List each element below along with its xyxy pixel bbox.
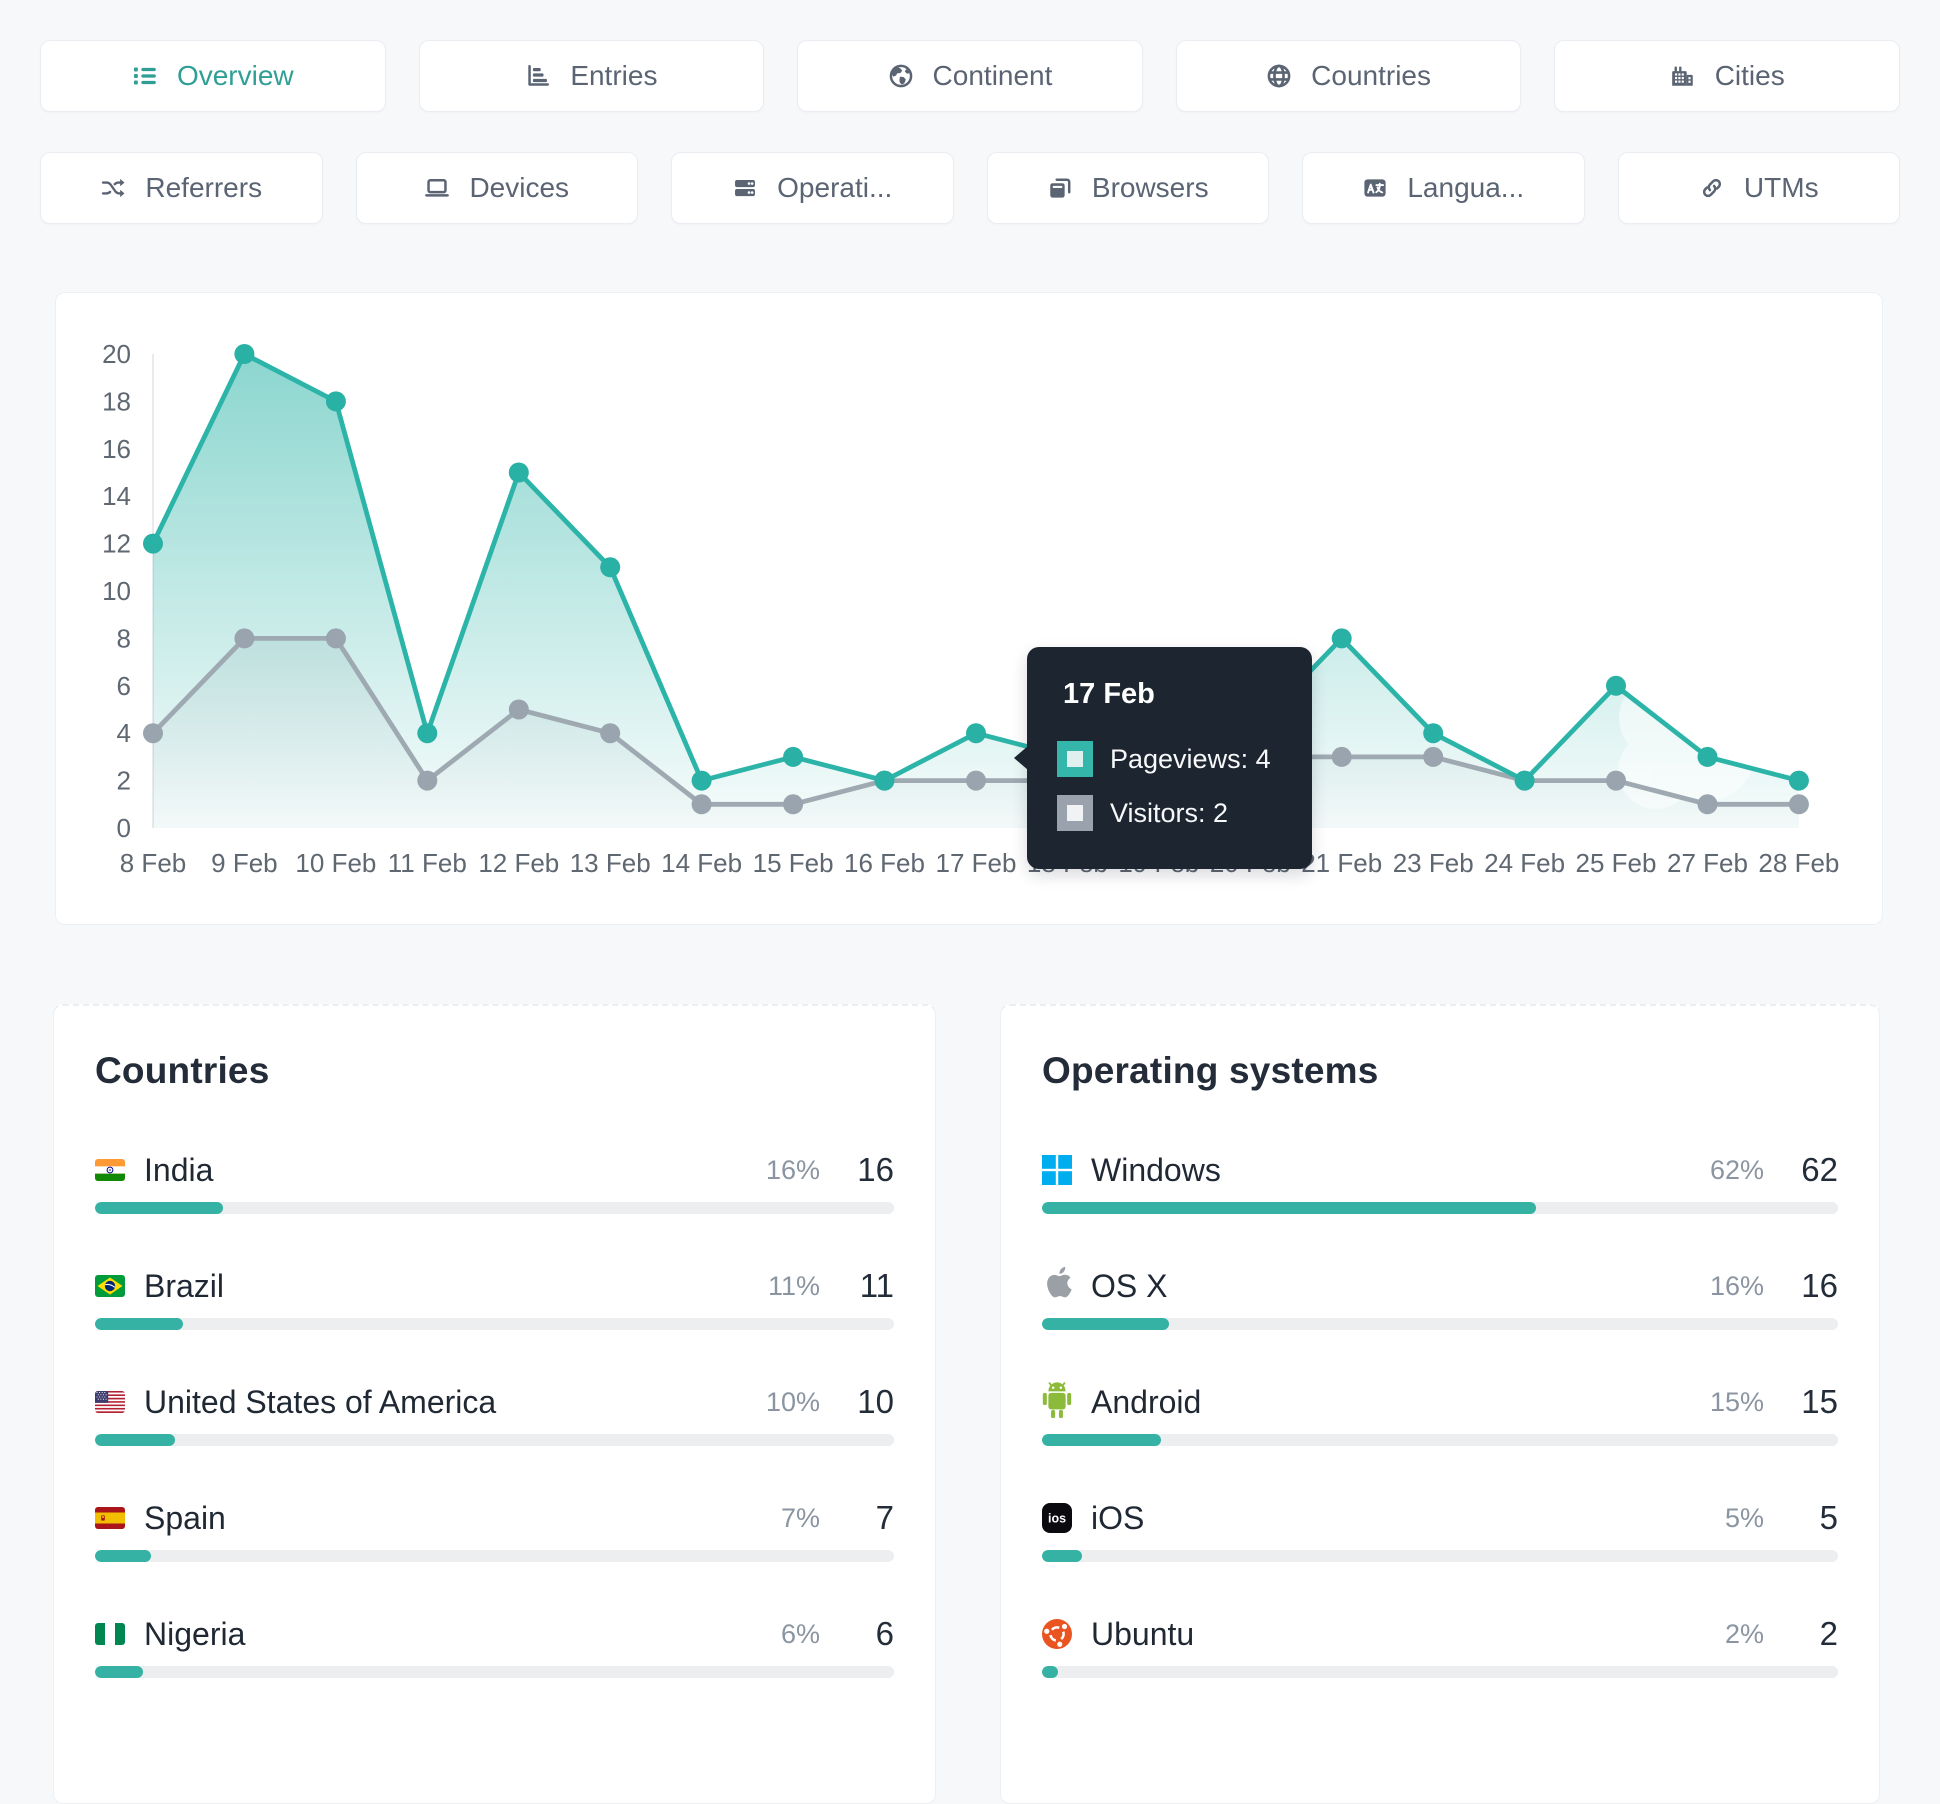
- svg-text:4: 4: [116, 718, 130, 748]
- svg-text:27 Feb: 27 Feb: [1667, 848, 1748, 878]
- svg-text:18: 18: [102, 386, 131, 416]
- svg-text:9 Feb: 9 Feb: [211, 848, 278, 878]
- svg-text:16 Feb: 16 Feb: [844, 848, 925, 878]
- svg-text:12 Feb: 12 Feb: [478, 848, 559, 878]
- svg-text:8 Feb: 8 Feb: [119, 848, 186, 878]
- svg-text:21 Feb: 21 Feb: [1301, 848, 1382, 878]
- svg-text:12: 12: [102, 529, 131, 559]
- svg-text:16: 16: [102, 434, 131, 464]
- svg-text:15 Feb: 15 Feb: [752, 848, 833, 878]
- svg-text:14 Feb: 14 Feb: [661, 848, 742, 878]
- svg-text:20: 20: [102, 339, 131, 369]
- svg-text:10: 10: [102, 576, 131, 606]
- svg-text:25 Feb: 25 Feb: [1575, 848, 1656, 878]
- svg-text:0: 0: [116, 813, 130, 843]
- svg-text:28 Feb: 28 Feb: [1758, 848, 1839, 878]
- svg-text:10 Feb: 10 Feb: [295, 848, 376, 878]
- svg-text:14: 14: [102, 481, 131, 511]
- svg-text:17 Feb: 17 Feb: [935, 848, 1016, 878]
- svg-text:2: 2: [116, 766, 130, 796]
- svg-text:8: 8: [116, 623, 130, 653]
- svg-text:24 Feb: 24 Feb: [1484, 848, 1565, 878]
- svg-text:6: 6: [116, 671, 130, 701]
- svg-text:ios: ios: [1048, 1512, 1066, 1526]
- svg-text:13 Feb: 13 Feb: [569, 848, 650, 878]
- svg-text:23 Feb: 23 Feb: [1392, 848, 1473, 878]
- svg-text:11 Feb: 11 Feb: [387, 848, 466, 878]
